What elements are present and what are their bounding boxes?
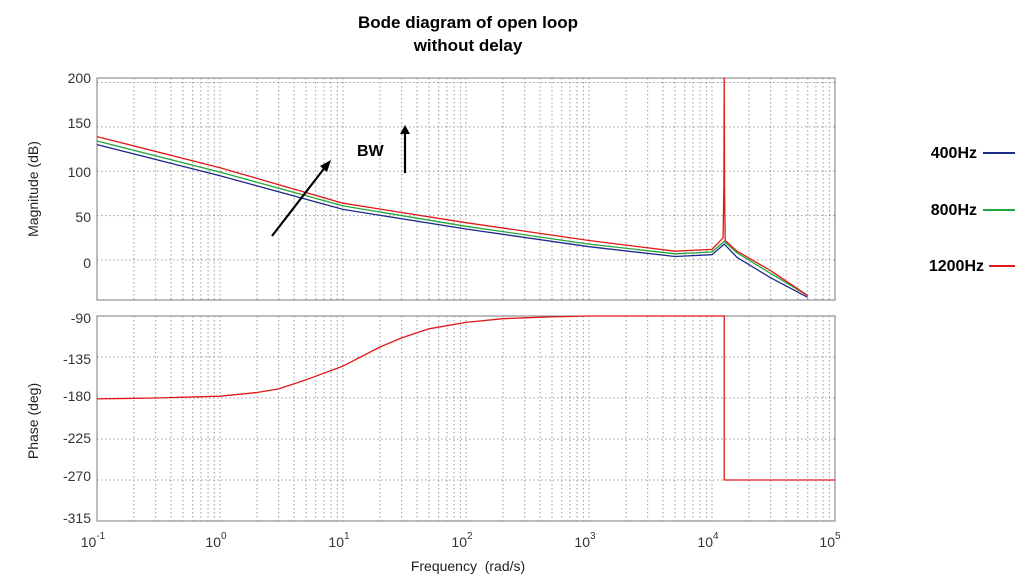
x-tick-base: 10: [574, 534, 590, 550]
phase-y-tick-label: -180: [63, 388, 91, 404]
x-tick-exponent: 3: [590, 531, 596, 542]
x-tick-exponent: 0: [221, 531, 227, 542]
x-tick-base: 10: [697, 534, 713, 550]
phase-y-tick-label: -90: [71, 310, 91, 326]
bw-annotation-label: BW: [357, 143, 385, 160]
x-tick-base: 10: [451, 534, 467, 550]
x-tick-label: 104: [697, 531, 719, 550]
chart-title-line-1: Bode diagram of open loop: [358, 13, 578, 32]
phase-y-tick-label: -135: [63, 351, 91, 367]
legend-label: 1200Hz: [929, 258, 984, 275]
bw-diagonal-arrowhead: [320, 160, 331, 172]
series-line-2: [96, 77, 809, 297]
magnitude-y-tick-label: 200: [68, 70, 92, 86]
legend: 400Hz 800Hz 1200Hz: [929, 145, 1015, 275]
phase-plot: -90 -135 -180 -225 -270 -315 Phase (deg): [25, 310, 836, 526]
x-tick-label: 10-1: [81, 531, 106, 550]
chart-title-line-2: without delay: [413, 36, 523, 55]
x-tick-exponent: 1: [344, 531, 350, 542]
bw-diagonal-arrow: [271, 165, 327, 237]
x-tick-exponent: 4: [713, 531, 719, 542]
magnitude-y-tick-label: 50: [75, 209, 91, 225]
x-tick-base: 10: [328, 534, 344, 550]
x-tick-exponent: 2: [467, 531, 473, 542]
series-line-1: [96, 140, 809, 297]
x-axis-label: Frequency (rad/s): [411, 558, 525, 574]
x-tick-base: 10: [205, 534, 221, 550]
phase-series: [96, 315, 835, 481]
x-tick-base: 10: [81, 534, 97, 550]
legend-entry-1200hz: 1200Hz: [929, 258, 1015, 275]
phase-y-axis-label: Phase (deg): [25, 383, 41, 459]
bw-vertical-arrowhead: [400, 125, 410, 134]
magnitude-grid: [97, 78, 835, 300]
x-tick-label: 102: [451, 531, 473, 550]
x-tick-exponent: -1: [96, 531, 105, 542]
x-tick-label: 101: [328, 531, 350, 550]
x-tick-label: 100: [205, 531, 227, 550]
magnitude-y-tick-label: 150: [68, 115, 92, 131]
x-tick-exponent: 5: [835, 531, 841, 542]
phase-grid: [97, 316, 835, 521]
x-axis-ticks: 10-1 100 101 102 103 104 105: [81, 531, 841, 550]
legend-entry-800hz: 800Hz: [931, 202, 1015, 219]
magnitude-y-axis-label: Magnitude (dB): [25, 141, 41, 237]
legend-label: 800Hz: [931, 202, 977, 219]
series-line-0: [96, 315, 835, 481]
magnitude-y-ticks: 200 150 100 50 0: [68, 70, 92, 271]
phase-y-tick-label: -270: [63, 468, 91, 484]
phase-plot-area: [96, 315, 836, 522]
magnitude-y-tick-label: 100: [68, 164, 92, 180]
magnitude-plot: 200 150 100 50 0 Magnitude (dB) BW: [25, 70, 836, 301]
x-tick-label: 105: [819, 531, 841, 550]
legend-label: 400Hz: [931, 145, 977, 162]
x-tick-base: 10: [819, 534, 835, 550]
phase-y-tick-label: -225: [63, 430, 91, 446]
phase-y-tick-label: -315: [63, 510, 91, 526]
phase-y-ticks: -90 -135 -180 -225 -270 -315: [63, 310, 91, 526]
magnitude-y-tick-label: 0: [83, 255, 91, 271]
x-tick-label: 103: [574, 531, 596, 550]
legend-entry-400hz: 400Hz: [931, 145, 1015, 162]
